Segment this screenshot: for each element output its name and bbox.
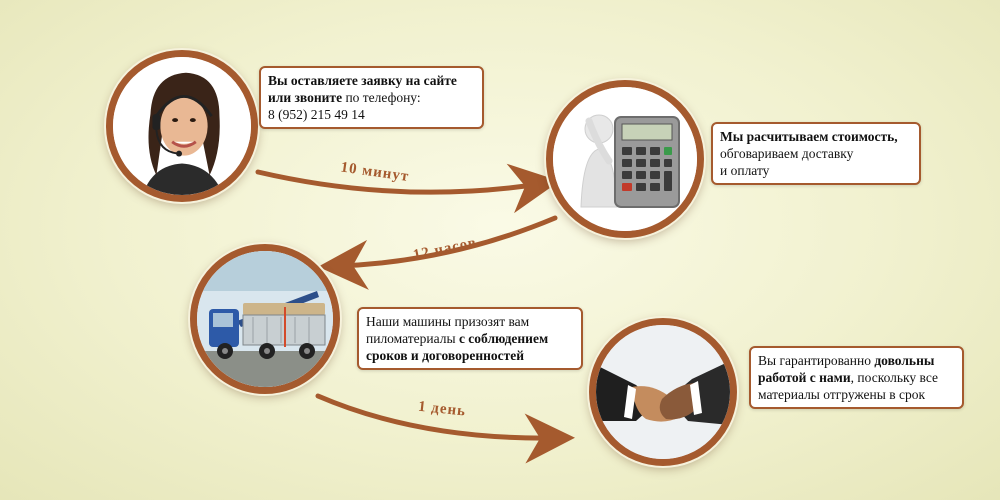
step3-line: пиломатериалы с соблюдением <box>366 330 574 347</box>
arrow-label-12-hours: 12 часов <box>412 235 479 264</box>
step3-line2-text: пиломатериалы <box>366 331 459 346</box>
arrow-label-10-minutes: 10 минут <box>340 160 411 185</box>
phone-number: 8 (952) 215 49 14 <box>268 107 365 122</box>
step4-line: Вы гарантированно довольны <box>758 352 955 369</box>
step4-line2-text: , поскольку все <box>850 370 938 385</box>
step3-line2-bold: с соблюдением <box>458 331 549 346</box>
step2-line1-text: Мы расчитываем стоимость, <box>720 129 898 144</box>
truck-icon <box>197 251 333 387</box>
step4-line2-bold: работой с нами <box>758 370 851 385</box>
step2-line: обговариваем доставку <box>720 145 912 162</box>
arrow-step2-to-step3 <box>318 215 558 290</box>
step2-line: и оплату <box>720 162 912 179</box>
step3-line1-text: Наши машины призозят вам <box>366 314 530 329</box>
operator-headset-icon <box>113 57 251 195</box>
calculator-icon <box>553 87 697 231</box>
step1-line: или звоните по телефону: <box>268 89 475 106</box>
step4-line3-text: материалы отгружены в срок <box>758 387 926 402</box>
step4-line: материалы отгружены в срок <box>758 386 955 403</box>
arrow-step3-to-step4 <box>315 393 575 464</box>
operator-photo <box>106 50 258 202</box>
step4-line1-bold: довольны <box>874 353 935 368</box>
step2-description: Мы расчитываем стоимость, обговариваем д… <box>711 122 921 185</box>
step1-phone: 8 (952) 215 49 14 <box>268 106 475 123</box>
step3-line: сроков и договоренностей <box>366 347 574 364</box>
arrow-step1-to-step2 <box>255 163 560 214</box>
handshake-icon <box>596 325 730 459</box>
step1-line1-text: Вы оставляете заявку на сайте <box>268 73 457 88</box>
step2-line3-text: и оплату <box>720 163 770 178</box>
step1-line2-text: по телефону: <box>342 90 421 105</box>
step1-line2-bold: или звоните <box>268 90 343 105</box>
step4-line1-text: Вы гарантированно <box>758 353 875 368</box>
step2-line: Мы расчитываем стоимость, <box>720 128 912 145</box>
handshake-photo <box>589 318 737 466</box>
step3-line: Наши машины призозят вам <box>366 313 574 330</box>
step1-line: Вы оставляете заявку на сайте <box>268 72 475 89</box>
step2-line2-text: обговариваем доставку <box>720 146 854 161</box>
step4-line: работой с нами, поскольку все <box>758 369 955 386</box>
step4-description: Вы гарантированно довольны работой с нам… <box>749 346 964 409</box>
step1-description: Вы оставляете заявку на сайте или звонит… <box>259 66 484 129</box>
step3-line3-text: сроков и договоренностей <box>366 348 525 363</box>
truck-photo <box>190 244 340 394</box>
calculator-photo <box>546 80 704 238</box>
arrow-label-1-day: 1 день <box>417 399 466 420</box>
step3-description: Наши машины призозят вам пиломатериалы с… <box>357 307 583 370</box>
